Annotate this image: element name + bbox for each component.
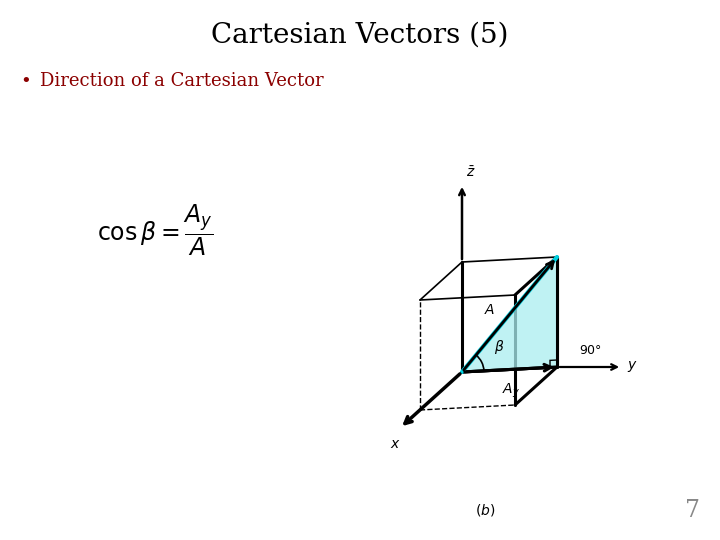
Text: $\bar{z}$: $\bar{z}$ (466, 165, 476, 180)
Text: Cartesian Vectors (5): Cartesian Vectors (5) (211, 22, 509, 49)
Text: $90°$: $90°$ (579, 344, 602, 357)
Polygon shape (462, 257, 557, 372)
Text: $y$: $y$ (627, 359, 638, 374)
Text: $(b)$: $(b)$ (474, 502, 495, 518)
Text: $x$: $x$ (390, 437, 400, 451)
Text: $A_y$: $A_y$ (503, 381, 521, 400)
Text: $\cos\beta = \dfrac{A_y}{A}$: $\cos\beta = \dfrac{A_y}{A}$ (97, 202, 213, 258)
Text: •: • (20, 72, 31, 90)
Text: Direction of a Cartesian Vector: Direction of a Cartesian Vector (40, 72, 323, 90)
Text: $A$: $A$ (485, 302, 495, 316)
Text: $\beta$: $\beta$ (494, 338, 505, 356)
Text: 7: 7 (685, 499, 700, 522)
